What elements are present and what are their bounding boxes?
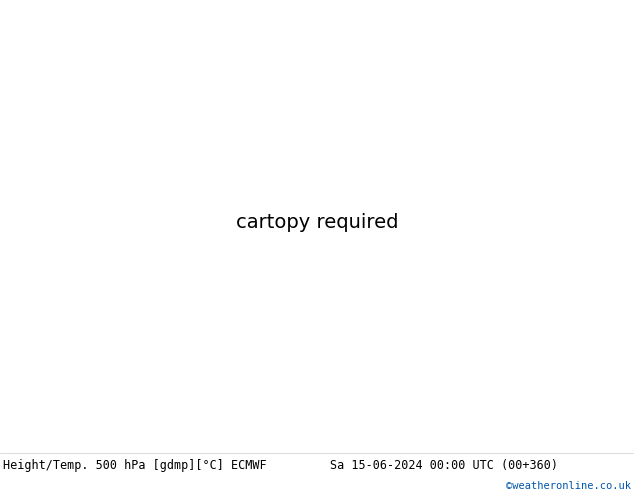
Text: Height/Temp. 500 hPa [gdmp][°C] ECMWF: Height/Temp. 500 hPa [gdmp][°C] ECMWF xyxy=(3,459,267,472)
Text: Sa 15-06-2024 00:00 UTC (00+360): Sa 15-06-2024 00:00 UTC (00+360) xyxy=(330,459,558,472)
Text: ©weatheronline.co.uk: ©weatheronline.co.uk xyxy=(506,482,631,490)
Text: cartopy required: cartopy required xyxy=(236,214,398,232)
